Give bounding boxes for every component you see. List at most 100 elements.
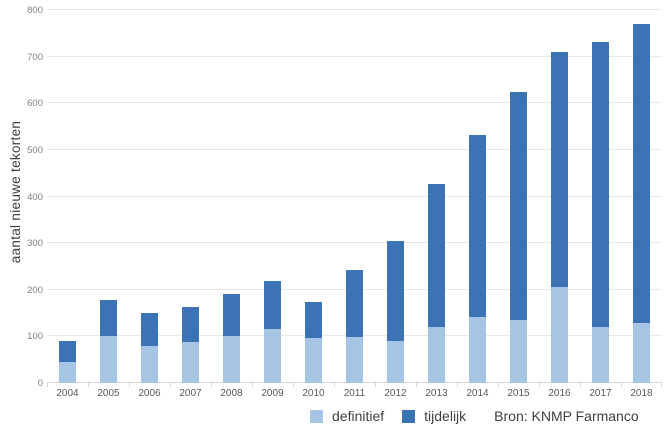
- bar-segment-2006-tijdelijk: [141, 313, 158, 346]
- x-tick-label-2018: 2018: [630, 388, 653, 399]
- bar-segment-2004-definitief: [59, 362, 76, 383]
- bar-segment-2017-tijdelijk: [592, 42, 609, 328]
- gridline-400: [47, 195, 662, 197]
- bar-segment-2014-definitief: [469, 316, 486, 383]
- bar-segment-2010-definitief: [305, 337, 322, 383]
- bar-2004: [59, 340, 76, 383]
- legend-swatch-definitief: [310, 409, 323, 423]
- x-axis-tick: [334, 383, 335, 387]
- bar-2011: [346, 270, 363, 383]
- bar-segment-2017-definitief: [592, 327, 609, 383]
- bar-2010: [305, 301, 322, 383]
- y-tick-label-100: 100: [27, 331, 43, 343]
- x-tick-label-2014: 2014: [466, 388, 489, 399]
- bar-segment-2008-tijdelijk: [223, 293, 240, 337]
- bar-segment-2005-definitief: [100, 336, 117, 383]
- y-tick-label-800: 800: [27, 5, 43, 16]
- gridline-300: [47, 242, 662, 244]
- bar-2016: [551, 51, 568, 383]
- y-tick-label-600: 600: [27, 98, 43, 110]
- x-tick-label-2012: 2012: [384, 388, 407, 399]
- y-tick-label-300: 300: [27, 238, 43, 250]
- x-tick-label-2017: 2017: [589, 388, 612, 399]
- y-tick-label-700: 700: [27, 51, 43, 63]
- legend-item-definitief: definitief: [310, 408, 384, 424]
- x-tick-label-2013: 2013: [425, 388, 448, 399]
- legend-item-tijdelijk: tijdelijk: [402, 408, 466, 424]
- bar-2007: [182, 307, 199, 383]
- x-axis-tick: [88, 383, 89, 387]
- x-axis-tick: [498, 383, 499, 387]
- x-tick-label-2011: 2011: [343, 388, 366, 399]
- bar-segment-2014-tijdelijk: [469, 135, 486, 317]
- bar-2012: [387, 240, 404, 383]
- y-tick-label-200: 200: [27, 284, 43, 296]
- bar-2009: [264, 281, 281, 383]
- bar-segment-2011-tijdelijk: [346, 270, 363, 337]
- bar-segment-2010-tijdelijk: [305, 301, 322, 338]
- bar-2006: [141, 313, 158, 383]
- bar-segment-2012-tijdelijk: [387, 240, 404, 341]
- plot-area: 2004 2005 2006 2007 2008 2009 2010 2011 2012 2013…: [47, 9, 662, 399]
- bar-segment-2012-definitief: [387, 340, 404, 383]
- bar-segment-2016-tijdelijk: [551, 51, 568, 287]
- bar-segment-2006-definitief: [141, 345, 158, 383]
- gridline-600: [47, 102, 662, 104]
- bar-segment-2008-definitief: [223, 336, 240, 383]
- x-tick-label-2009: 2009: [261, 388, 284, 399]
- bar-segment-2015-definitief: [510, 319, 527, 383]
- x-tick-label-2015: 2015: [507, 388, 530, 399]
- legend-swatch-tijdelijk: [402, 409, 416, 423]
- x-tick-label-2016: 2016: [548, 388, 571, 399]
- bar-segment-2015-tijdelijk: [510, 91, 527, 320]
- y-tick-label-0: 0: [37, 378, 43, 389]
- bar-2014: [469, 135, 486, 383]
- x-tick-label-2008: 2008: [220, 388, 243, 399]
- bar-segment-2009-tijdelijk: [264, 281, 281, 330]
- bar-segment-2018-tijdelijk: [633, 24, 650, 323]
- bar-segment-2009-definitief: [264, 329, 281, 383]
- x-axis-tick: [293, 383, 294, 387]
- x-axis-tick: [621, 383, 622, 387]
- bar-segment-2011-definitief: [346, 336, 363, 383]
- y-tick-label-400: 400: [27, 191, 43, 203]
- bar-segment-2005-tijdelijk: [100, 300, 117, 337]
- legend-label-tijdelijk: tijdelijk: [424, 408, 467, 424]
- bar-segment-2016-definitief: [551, 286, 568, 383]
- x-axis-tick: [47, 383, 48, 387]
- y-tick-label-500: 500: [27, 144, 43, 156]
- x-axis-tick: [416, 383, 417, 387]
- x-tick-label-2010: 2010: [302, 388, 325, 399]
- bar-2017: [592, 42, 609, 383]
- x-axis-tick: [580, 383, 581, 387]
- bar-2013: [428, 183, 445, 383]
- bar-segment-2007-definitief: [182, 342, 199, 383]
- bar-segment-2007-tijdelijk: [182, 307, 199, 343]
- x-tick-label-2006: 2006: [138, 388, 161, 399]
- x-axis-tick: [457, 383, 458, 387]
- bar-2018: [633, 24, 650, 383]
- source-attribution: Bron: KNMP Farmanco: [494, 408, 639, 424]
- bar-2008: [223, 293, 240, 383]
- gridline-500: [47, 148, 662, 150]
- x-axis-tick: [539, 383, 540, 387]
- bar-segment-2013-definitief: [428, 326, 445, 383]
- legend: definitief tijdelijk Bron: KNMP Farmanco: [310, 406, 639, 426]
- bar-2015: [510, 91, 527, 383]
- bar-segment-2013-tijdelijk: [428, 183, 445, 327]
- x-axis-tick: [170, 383, 171, 387]
- x-axis-tick: [375, 383, 376, 387]
- legend-label-definitief: definitief: [332, 408, 385, 424]
- x-axis-tick: [211, 383, 212, 387]
- x-axis-tick: [129, 383, 130, 387]
- x-axis-tick: [661, 383, 662, 387]
- bar-segment-2018-definitief: [633, 322, 650, 383]
- x-tick-label-2004: 2004: [56, 388, 79, 399]
- gridline-700: [47, 55, 662, 57]
- bar-2005: [100, 300, 117, 383]
- x-tick-label-2005: 2005: [97, 388, 120, 399]
- x-tick-label-2007: 2007: [179, 388, 202, 399]
- gridline-800: [47, 9, 662, 10]
- x-axis-tick: [252, 383, 253, 387]
